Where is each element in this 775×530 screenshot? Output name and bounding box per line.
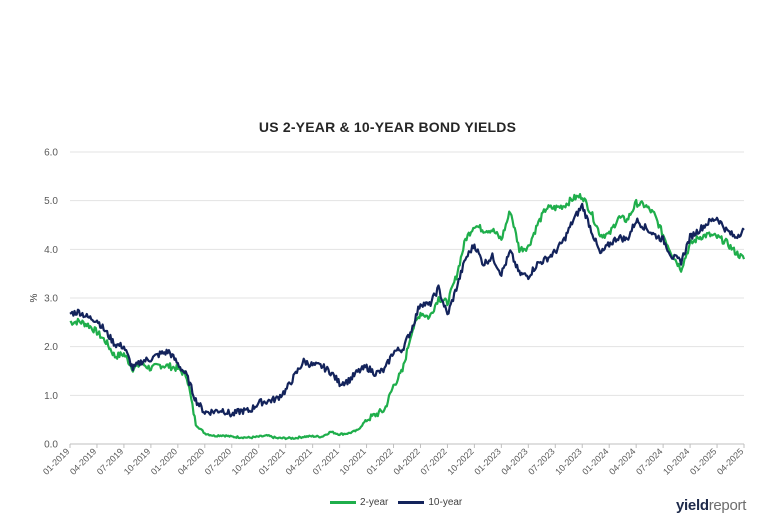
y-tick-label: 2.0 <box>44 342 58 353</box>
y-tick-label: 0.0 <box>44 440 58 451</box>
legend-label-10-year: 10-year <box>428 497 463 508</box>
x-tick-label: 07-2023 <box>526 446 556 476</box>
x-tick-label: 07-2021 <box>311 446 341 476</box>
x-tick-label: 10-2019 <box>122 446 152 476</box>
y-axis-label: % <box>29 293 40 302</box>
x-tick-label: 01-2022 <box>365 446 395 476</box>
x-tick-label: 04-2019 <box>68 446 98 476</box>
x-tick-label: 07-2022 <box>418 446 448 476</box>
y-tick-label: 3.0 <box>44 294 58 305</box>
chart-legend: 2-year 10-year <box>330 497 462 508</box>
x-tick-label: 01-2021 <box>257 446 287 476</box>
x-tick-label: 07-2019 <box>95 446 125 476</box>
axes: 0.01.02.03.04.05.06.001-201904-201907-20… <box>41 148 745 477</box>
x-tick-label: 04-2020 <box>176 446 206 476</box>
x-tick-label: 07-2024 <box>634 446 664 476</box>
x-tick-label: 10-2024 <box>661 446 691 476</box>
y-tick-label: 1.0 <box>44 391 58 402</box>
yieldreport-logo: yieldreport <box>676 497 746 514</box>
legend-swatch-2-year <box>330 501 356 504</box>
x-tick-label: 10-2022 <box>445 446 475 476</box>
series-line-10-year <box>69 202 745 418</box>
x-tick-label: 10-2020 <box>230 446 260 476</box>
x-tick-label: 04-2023 <box>499 446 529 476</box>
x-tick-label: 01-2019 <box>41 446 71 476</box>
grid-lines <box>70 151 744 445</box>
x-tick-label: 04-2021 <box>284 446 314 476</box>
x-tick-label: 07-2020 <box>203 446 233 476</box>
x-tick-label: 10-2023 <box>553 446 583 476</box>
series-lines <box>69 193 746 441</box>
legend-label-2-year: 2-year <box>360 497 389 508</box>
legend-item-10-year: 10-year <box>398 497 462 508</box>
x-tick-label: 04-2025 <box>715 446 745 476</box>
x-tick-label: 04-2022 <box>391 446 421 476</box>
x-tick-label: 10-2021 <box>338 446 368 476</box>
x-tick-label: 01-2023 <box>472 446 502 476</box>
logo-text-report: report <box>708 497 747 514</box>
y-tick-label: 4.0 <box>44 245 58 256</box>
legend-item-2-year: 2-year <box>330 497 388 508</box>
x-tick-label: 04-2024 <box>607 446 637 476</box>
y-tick-label: 5.0 <box>44 196 58 207</box>
legend-swatch-10-year <box>398 501 425 504</box>
logo-text-yield: yield <box>676 497 709 514</box>
series-line-2-year <box>69 193 746 441</box>
x-tick-label: 01-2025 <box>688 446 718 476</box>
x-tick-label: 01-2020 <box>149 446 179 476</box>
chart-title: US 2-YEAR & 10-YEAR BOND YIELDS <box>258 119 517 135</box>
x-tick-label: 01-2024 <box>580 446 610 476</box>
y-tick-label: 6.0 <box>44 148 58 159</box>
